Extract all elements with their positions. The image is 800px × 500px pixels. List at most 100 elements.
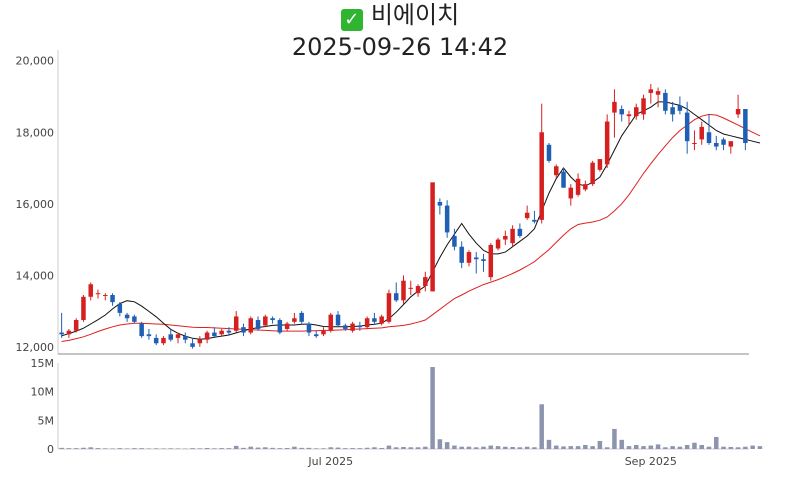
candle-body bbox=[706, 132, 712, 143]
volume-bar bbox=[561, 446, 566, 449]
volume-bar bbox=[219, 448, 224, 449]
candle-body bbox=[183, 336, 188, 340]
candle-body bbox=[655, 91, 661, 95]
candle-body bbox=[117, 303, 123, 313]
candle bbox=[437, 198, 443, 215]
volume-bar bbox=[321, 448, 326, 449]
volume-bar bbox=[648, 445, 654, 449]
candle-body bbox=[684, 112, 690, 142]
candle bbox=[284, 321, 290, 331]
candle bbox=[641, 94, 646, 120]
candle bbox=[153, 334, 159, 346]
volume-bar bbox=[379, 447, 384, 449]
candle-body bbox=[306, 323, 312, 333]
candle-body bbox=[495, 239, 501, 249]
candle bbox=[459, 241, 464, 269]
candle-body bbox=[204, 332, 210, 340]
candle bbox=[612, 89, 617, 138]
candle bbox=[561, 168, 566, 188]
candle bbox=[430, 182, 435, 292]
volume-bar bbox=[197, 448, 203, 449]
volume-bar bbox=[612, 428, 617, 449]
candle bbox=[335, 311, 341, 328]
candle-body bbox=[612, 101, 617, 113]
volume-bar bbox=[110, 448, 115, 449]
volume-bar bbox=[604, 447, 610, 449]
candle bbox=[357, 321, 363, 331]
volume-bar bbox=[161, 448, 166, 449]
candle bbox=[743, 109, 748, 151]
candle-body bbox=[743, 109, 748, 143]
volume-bar bbox=[357, 448, 363, 449]
candle-body bbox=[124, 314, 130, 319]
candle bbox=[619, 105, 624, 122]
volume-bar bbox=[641, 446, 646, 449]
volume-bar bbox=[546, 439, 552, 449]
candle-body bbox=[350, 323, 355, 331]
candle bbox=[219, 328, 224, 337]
candle-body bbox=[437, 202, 443, 206]
price-y-tick-label: 14,000 bbox=[16, 269, 55, 282]
candle bbox=[124, 312, 130, 322]
candle-body bbox=[466, 252, 472, 263]
candle-body bbox=[648, 89, 654, 93]
candle bbox=[233, 311, 239, 333]
volume-bar bbox=[750, 445, 755, 449]
candle bbox=[350, 321, 355, 333]
candle bbox=[699, 121, 704, 145]
volume-bar bbox=[401, 446, 406, 449]
candle bbox=[546, 142, 552, 163]
candle bbox=[88, 282, 93, 301]
candle bbox=[684, 101, 690, 154]
candle-body bbox=[699, 126, 704, 140]
candle bbox=[721, 137, 726, 151]
volume-y-tick-label: 15M bbox=[31, 357, 55, 370]
moving-average-long-line bbox=[61, 113, 761, 342]
candle-body bbox=[233, 316, 239, 331]
candle-body bbox=[539, 132, 544, 220]
candle bbox=[168, 328, 173, 342]
candle-body bbox=[473, 257, 479, 260]
candle-body bbox=[415, 286, 421, 294]
candle-body bbox=[153, 337, 159, 344]
candle-body bbox=[364, 318, 370, 328]
candle-body bbox=[372, 318, 377, 322]
volume-bar bbox=[270, 447, 275, 449]
candle bbox=[634, 103, 639, 120]
volume-bar bbox=[619, 439, 624, 449]
candle-body bbox=[401, 280, 406, 301]
volume-bar bbox=[386, 445, 392, 449]
candle bbox=[706, 114, 712, 145]
volume-bar bbox=[132, 448, 137, 449]
candle-body bbox=[604, 121, 610, 165]
candle bbox=[241, 323, 246, 337]
candle bbox=[364, 316, 370, 329]
candle bbox=[714, 135, 719, 151]
candle-body bbox=[735, 109, 741, 115]
candle bbox=[728, 141, 734, 154]
candle bbox=[343, 323, 348, 331]
candle bbox=[306, 321, 312, 337]
volume-bar bbox=[299, 447, 304, 449]
candle-body bbox=[299, 312, 304, 322]
candle-body bbox=[168, 334, 173, 340]
volume-bar bbox=[117, 448, 123, 449]
candle-body bbox=[66, 330, 72, 335]
price-y-tick-label: 20,000 bbox=[16, 55, 55, 68]
candle-body bbox=[132, 316, 137, 322]
price-y-tick-label: 12,000 bbox=[16, 341, 55, 354]
candle bbox=[110, 293, 115, 306]
candle-body bbox=[73, 320, 79, 331]
candle bbox=[255, 316, 261, 331]
volume-bar bbox=[248, 446, 254, 449]
volume-bar bbox=[73, 448, 79, 449]
candle bbox=[670, 101, 675, 122]
candle bbox=[299, 311, 304, 324]
candle bbox=[81, 294, 86, 322]
volume-bar bbox=[212, 448, 217, 449]
candle bbox=[212, 327, 217, 338]
candle-body bbox=[670, 107, 675, 115]
candle-body bbox=[321, 330, 326, 335]
volume-bar bbox=[699, 444, 704, 449]
candle bbox=[495, 237, 501, 251]
